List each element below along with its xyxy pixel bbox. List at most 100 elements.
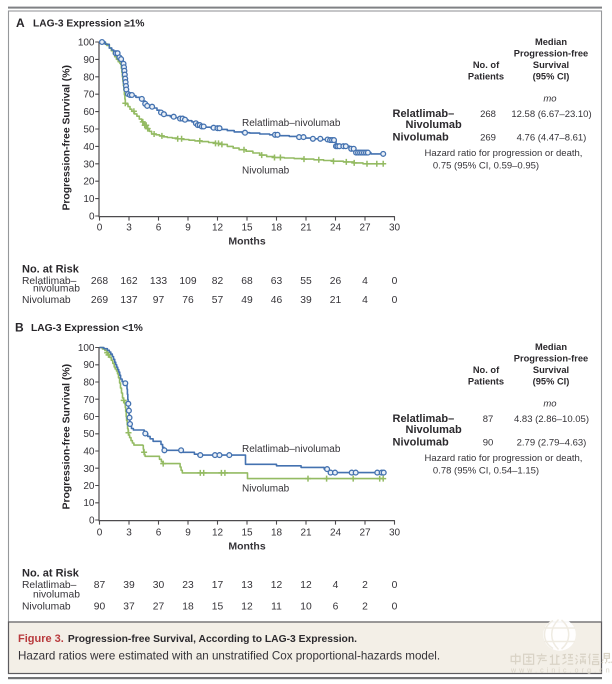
svg-text:50: 50 (83, 429, 95, 440)
svg-text:18: 18 (271, 223, 283, 234)
svg-text:20: 20 (83, 177, 95, 188)
svg-text:60: 60 (83, 412, 95, 423)
svg-text:18: 18 (182, 602, 194, 613)
svg-text:2.79 (2.79–4.63): 2.79 (2.79–4.63) (517, 438, 587, 449)
svg-text:Nivolumab: Nivolumab (393, 437, 450, 449)
svg-text:13: 13 (241, 580, 253, 591)
svg-text:Progression-free Survival (%): Progression-free Survival (%) (62, 65, 73, 211)
svg-text:30: 30 (83, 464, 95, 475)
svg-text:0: 0 (89, 516, 95, 527)
svg-text:Months: Months (228, 236, 265, 248)
svg-text:Patients: Patients (468, 377, 504, 387)
svg-text:3: 3 (126, 223, 132, 234)
svg-text:3: 3 (126, 528, 132, 539)
svg-text:Nivolumab: Nivolumab (406, 119, 463, 131)
svg-text:100: 100 (78, 343, 95, 354)
svg-text:70: 70 (83, 395, 95, 406)
svg-text:70: 70 (83, 90, 95, 101)
svg-text:80: 80 (83, 378, 95, 389)
svg-text:Relatlimab–: Relatlimab– (393, 413, 455, 425)
svg-text:6: 6 (156, 223, 162, 234)
svg-text:15: 15 (212, 602, 224, 613)
svg-text:6: 6 (156, 528, 162, 539)
svg-text:39: 39 (123, 580, 135, 591)
svg-text:162: 162 (120, 276, 137, 287)
svg-text:30: 30 (153, 580, 165, 591)
svg-text:97: 97 (153, 295, 165, 306)
svg-text:21: 21 (300, 223, 312, 234)
svg-text:11: 11 (271, 602, 282, 613)
svg-text:87: 87 (483, 414, 494, 425)
svg-text:Median: Median (535, 342, 567, 352)
svg-text:No. at Risk: No. at Risk (22, 264, 80, 276)
svg-text:21: 21 (330, 295, 342, 306)
svg-text:20: 20 (83, 481, 95, 492)
svg-text:4: 4 (362, 295, 368, 306)
svg-text:30: 30 (83, 159, 95, 170)
svg-text:Patients: Patients (468, 72, 504, 82)
svg-text:269: 269 (91, 295, 108, 306)
svg-text:46: 46 (271, 295, 283, 306)
svg-text:6: 6 (333, 602, 339, 613)
svg-text:27: 27 (359, 528, 371, 539)
svg-text:Nivolumab: Nivolumab (22, 295, 71, 306)
svg-text:Nivolumab: Nivolumab (393, 132, 450, 144)
svg-text:12: 12 (212, 528, 224, 539)
svg-text:Figure 3.Progression-free Surv: Figure 3. Progression-free Survival, Acco… (18, 633, 357, 645)
svg-text:Hazard ratios were estimated w: Hazard ratios were estimated with an uns… (18, 650, 440, 663)
svg-text:No. of: No. of (473, 365, 500, 375)
svg-text:24: 24 (330, 528, 342, 539)
svg-text:0: 0 (89, 212, 95, 223)
svg-text:137: 137 (120, 295, 137, 306)
svg-text:Hazard ratio for progression o: Hazard ratio for progression or death, (425, 148, 583, 159)
svg-text:12: 12 (271, 580, 283, 591)
svg-text:Relatlimab–nivolumab: Relatlimab–nivolumab (242, 444, 341, 455)
svg-text:268: 268 (91, 276, 108, 287)
svg-text:0: 0 (392, 295, 398, 306)
svg-text:39: 39 (300, 295, 312, 306)
svg-text:87: 87 (94, 580, 106, 591)
svg-text:Hazard ratio for progression o: Hazard ratio for progression or death, (425, 453, 583, 464)
svg-text:30: 30 (389, 223, 401, 234)
svg-text:Nivolumab: Nivolumab (22, 602, 71, 613)
svg-text:(95% CI): (95% CI) (533, 72, 570, 82)
svg-text:40: 40 (83, 447, 95, 458)
svg-text:No. of: No. of (473, 60, 500, 70)
svg-text:109: 109 (179, 276, 196, 287)
svg-text:90: 90 (94, 602, 106, 613)
svg-text:nivolumab: nivolumab (33, 590, 80, 601)
svg-text:269: 269 (480, 133, 496, 144)
svg-text:12: 12 (300, 580, 312, 591)
svg-text:68: 68 (241, 276, 253, 287)
svg-text:15: 15 (241, 528, 253, 539)
svg-text:9: 9 (185, 528, 191, 539)
svg-text:76: 76 (182, 295, 194, 306)
svg-text:90: 90 (83, 55, 95, 66)
svg-text:49: 49 (241, 295, 253, 306)
svg-text:B: B (15, 321, 24, 335)
svg-text:90: 90 (83, 360, 95, 371)
svg-text:37: 37 (123, 602, 135, 613)
svg-text:4.83 (2.86–10.05): 4.83 (2.86–10.05) (514, 414, 589, 425)
svg-text:63: 63 (271, 276, 283, 287)
svg-text:Relatlimab–: Relatlimab– (22, 276, 77, 287)
svg-text:Median: Median (535, 37, 567, 47)
svg-text:Survival: Survival (533, 365, 569, 375)
svg-text:Progression-free: Progression-free (514, 49, 588, 59)
svg-text:30: 30 (389, 528, 401, 539)
svg-text:0.75 (95% CI, 0.59–0.95): 0.75 (95% CI, 0.59–0.95) (433, 161, 539, 172)
svg-text:12.58 (6.67–23.10): 12.58 (6.67–23.10) (511, 109, 591, 120)
svg-text:0: 0 (392, 276, 398, 287)
svg-text:No. at Risk: No. at Risk (22, 568, 80, 580)
svg-text:26: 26 (330, 276, 342, 287)
svg-text:0: 0 (392, 602, 398, 613)
svg-text:27: 27 (153, 602, 165, 613)
svg-text:Months: Months (228, 541, 265, 553)
svg-text:268: 268 (480, 109, 496, 120)
svg-text:2: 2 (362, 580, 368, 591)
svg-text:mo: mo (543, 94, 556, 105)
svg-text:mo: mo (543, 399, 556, 410)
svg-text:Nivolumab: Nivolumab (242, 166, 290, 177)
svg-text:Relatlimab–: Relatlimab– (22, 580, 77, 591)
svg-text:0: 0 (392, 580, 398, 591)
